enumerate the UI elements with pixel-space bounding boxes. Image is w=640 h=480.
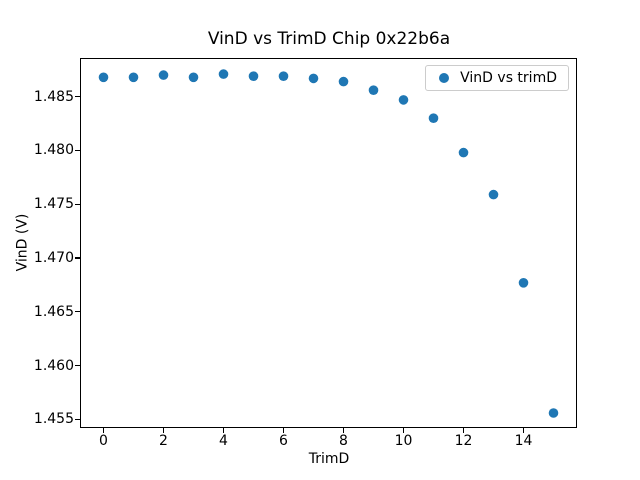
data-point bbox=[158, 70, 169, 80]
y-tick-mark bbox=[75, 418, 80, 421]
data-point bbox=[398, 95, 409, 105]
x-tick-label: 8 bbox=[339, 433, 348, 449]
chart-title: VinD vs TrimD Chip 0x22b6a bbox=[207, 29, 451, 49]
y-tick-mark bbox=[75, 311, 80, 313]
x-tick-mark bbox=[222, 428, 225, 433]
y-tick-mark bbox=[75, 203, 80, 205]
data-point bbox=[278, 71, 289, 81]
data-point bbox=[338, 76, 349, 87]
legend-marker-icon bbox=[439, 73, 450, 83]
x-tick-mark bbox=[162, 428, 165, 433]
legend-label: VinD vs trimD bbox=[460, 70, 557, 86]
y-tick-mark bbox=[75, 257, 80, 259]
y-tick-mark bbox=[75, 96, 80, 98]
x-tick-label: 12 bbox=[454, 433, 473, 449]
plot-area: VinD vs trimD bbox=[80, 58, 577, 428]
y-tick-label: 1.460 bbox=[33, 357, 74, 374]
x-tick-label: 6 bbox=[279, 433, 288, 449]
x-tick-label: 2 bbox=[159, 433, 168, 449]
x-tick-label: 14 bbox=[514, 433, 533, 449]
data-point bbox=[488, 189, 499, 200]
x-axis-label: TrimD bbox=[308, 451, 350, 467]
y-tick-mark bbox=[75, 365, 80, 367]
data-point bbox=[128, 72, 139, 83]
x-tick-label: 0 bbox=[99, 433, 108, 449]
x-tick-mark bbox=[102, 428, 105, 433]
x-tick-mark bbox=[342, 428, 345, 433]
x-tick-mark bbox=[282, 428, 285, 433]
data-point bbox=[248, 71, 259, 81]
y-tick-label: 1.470 bbox=[33, 250, 74, 267]
scatter-points-layer bbox=[98, 69, 559, 418]
data-point bbox=[458, 147, 469, 158]
data-point bbox=[308, 73, 319, 84]
y-tick-label: 1.465 bbox=[33, 303, 74, 320]
data-point bbox=[428, 113, 439, 123]
data-point bbox=[368, 85, 379, 95]
y-tick-label: 1.480 bbox=[33, 142, 74, 159]
y-tick-label: 1.475 bbox=[33, 196, 74, 213]
data-point bbox=[218, 69, 229, 79]
y-tick-label: 1.455 bbox=[33, 411, 74, 428]
data-point bbox=[188, 72, 199, 83]
x-tick-mark bbox=[462, 428, 465, 433]
x-tick-label: 10 bbox=[394, 433, 413, 449]
legend: VinD vs trimD bbox=[425, 65, 569, 91]
x-tick-mark bbox=[402, 428, 405, 433]
y-tick-mark bbox=[75, 149, 80, 152]
y-tick-label: 1.485 bbox=[33, 88, 74, 105]
data-point bbox=[548, 408, 559, 418]
x-tick-mark bbox=[522, 428, 525, 433]
x-tick-label: 4 bbox=[219, 433, 228, 449]
data-point bbox=[518, 278, 529, 288]
data-point bbox=[98, 72, 109, 83]
